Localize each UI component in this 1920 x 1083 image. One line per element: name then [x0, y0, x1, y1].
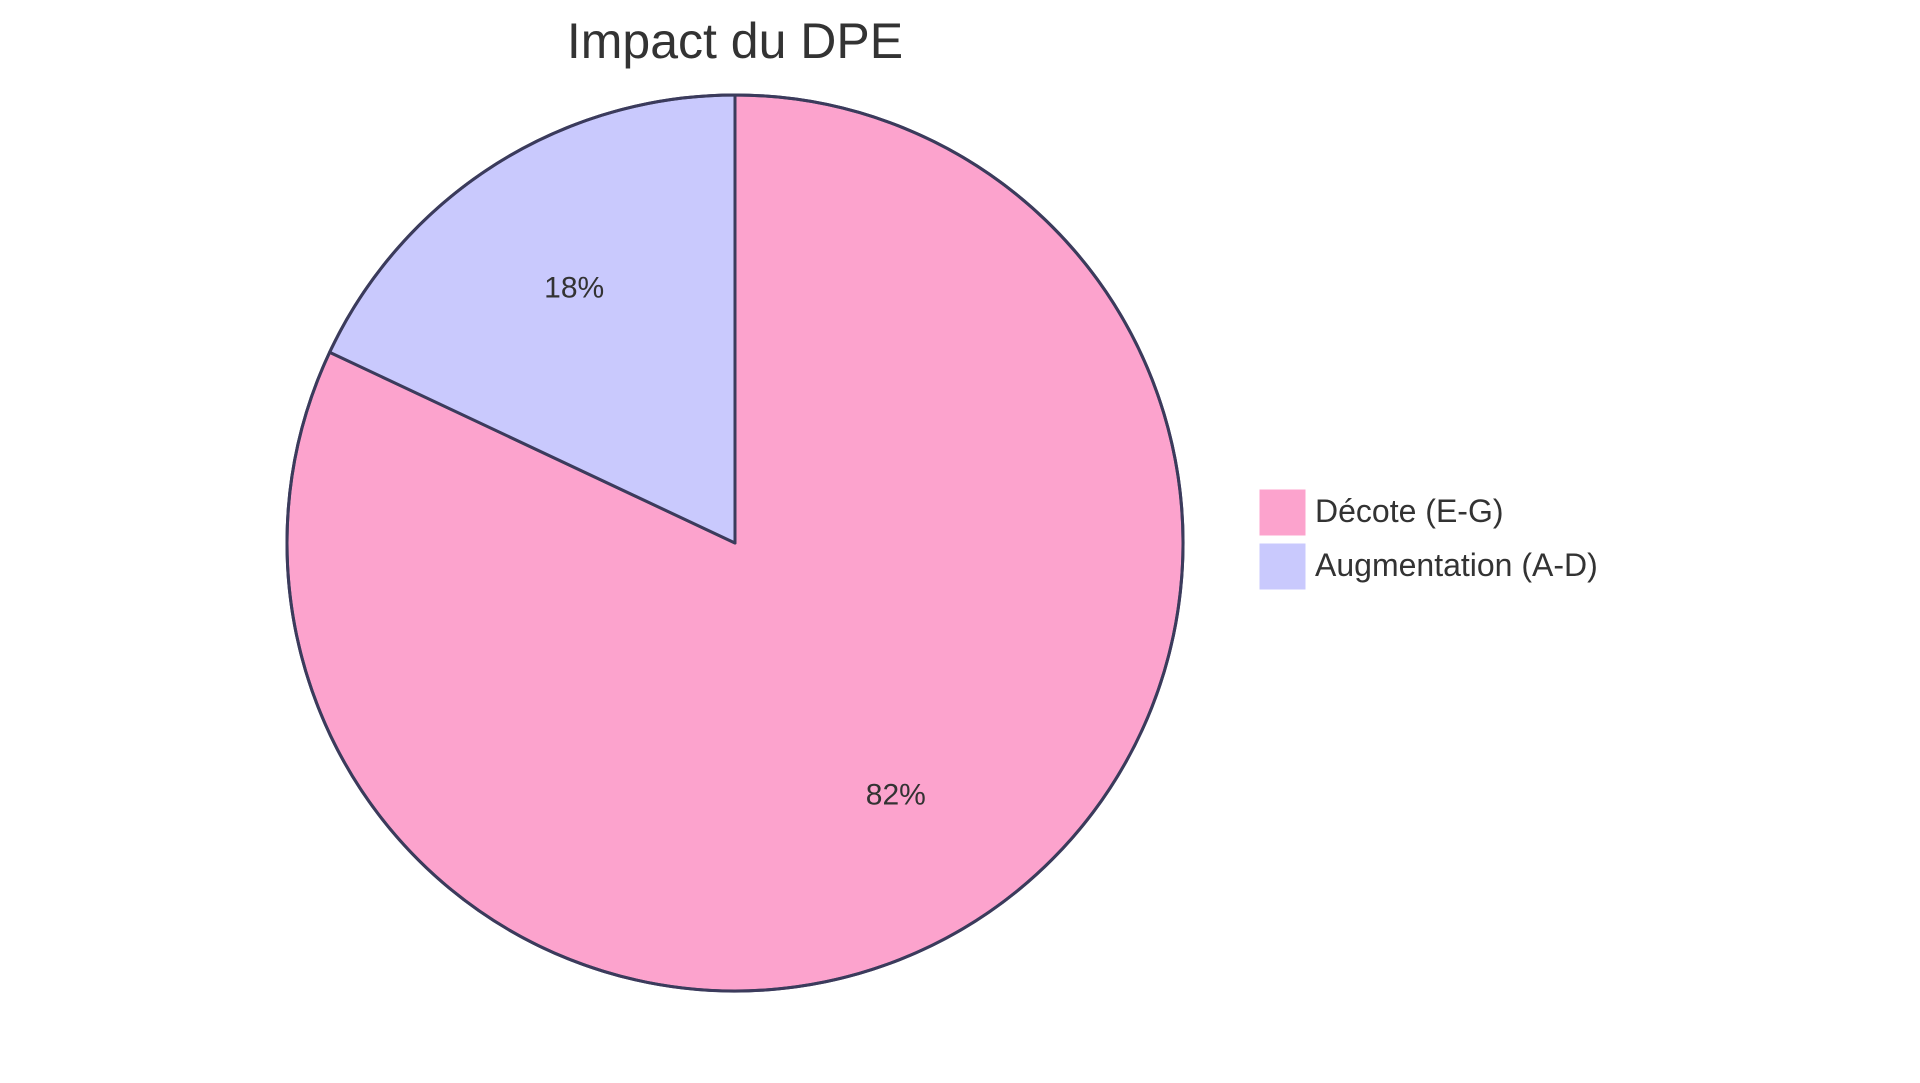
legend-swatch-0	[1259, 489, 1306, 536]
legend-swatch-1	[1259, 543, 1306, 590]
pie-outline	[285, 93, 1185, 993]
legend-label-1: Augmentation (A-D)	[1315, 547, 1598, 583]
pie-slice-label-1: 18%	[544, 271, 604, 304]
pie-slice-labels: 82% 18%	[544, 271, 926, 811]
chart-title: Impact du DPE	[567, 13, 903, 69]
pie-slice-label-0: 82%	[866, 778, 926, 811]
legend-item-1: Augmentation (A-D)	[1259, 543, 1598, 590]
legend: Décote (E-G) Augmentation (A-D)	[1259, 489, 1598, 590]
pie-slices	[285, 93, 1185, 993]
legend-item-0: Décote (E-G)	[1259, 489, 1503, 536]
legend-label-0: Décote (E-G)	[1315, 493, 1503, 529]
